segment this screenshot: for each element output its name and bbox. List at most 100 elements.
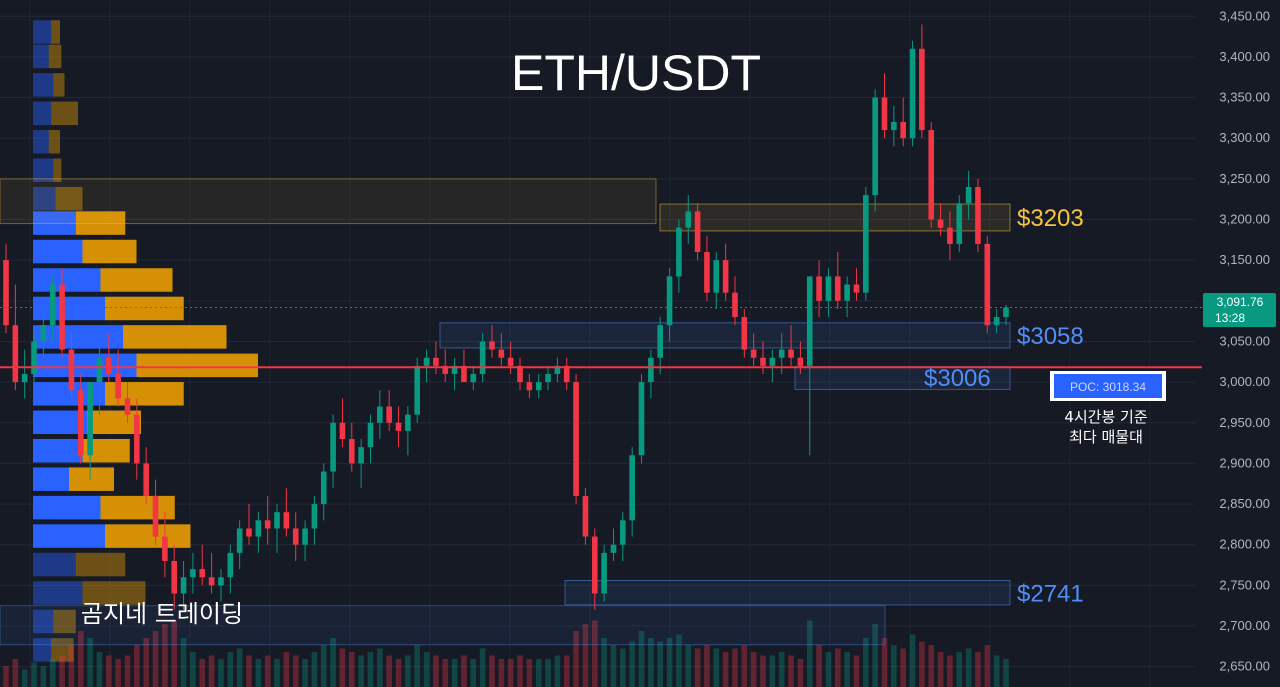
candle-body[interactable] bbox=[498, 349, 505, 358]
candle-body[interactable] bbox=[227, 552, 234, 578]
candle-body[interactable] bbox=[507, 357, 514, 366]
candle-body[interactable] bbox=[610, 544, 617, 553]
candle-body[interactable] bbox=[891, 121, 897, 131]
candle-body[interactable] bbox=[648, 357, 654, 383]
candle-body[interactable] bbox=[264, 520, 271, 529]
candle-body[interactable] bbox=[872, 97, 878, 196]
candle-body[interactable] bbox=[778, 349, 785, 358]
candle-body[interactable] bbox=[947, 227, 953, 244]
candle-body[interactable] bbox=[1003, 307, 1009, 318]
candle-body[interactable] bbox=[900, 121, 906, 139]
candle-body[interactable] bbox=[330, 422, 336, 472]
candle-body[interactable] bbox=[470, 373, 477, 383]
candle-body[interactable] bbox=[591, 536, 598, 594]
candle-body[interactable] bbox=[573, 382, 579, 496]
candle-body[interactable] bbox=[348, 439, 355, 464]
candle-body[interactable] bbox=[68, 349, 75, 391]
candle-body[interactable] bbox=[12, 325, 19, 383]
candle-body[interactable] bbox=[152, 495, 159, 537]
candle-body[interactable] bbox=[31, 341, 37, 374]
candle-body[interactable] bbox=[694, 211, 701, 253]
candle-body[interactable] bbox=[292, 528, 299, 545]
candle-body[interactable] bbox=[825, 276, 832, 301]
candle-body[interactable] bbox=[377, 406, 383, 423]
candle-body[interactable] bbox=[124, 398, 131, 415]
candle-body[interactable] bbox=[629, 455, 635, 521]
candle-body[interactable] bbox=[620, 520, 626, 545]
candle-body[interactable] bbox=[339, 422, 346, 440]
candle-body[interactable] bbox=[21, 373, 28, 383]
candle-body[interactable] bbox=[909, 48, 916, 139]
candle-body[interactable] bbox=[442, 365, 449, 374]
candle-body[interactable] bbox=[302, 528, 308, 545]
candle-body[interactable] bbox=[190, 569, 196, 578]
candle-body[interactable] bbox=[993, 317, 1000, 326]
candle-body[interactable] bbox=[535, 382, 542, 391]
candle-body[interactable] bbox=[405, 414, 411, 431]
candle-body[interactable] bbox=[545, 373, 551, 383]
candle-body[interactable] bbox=[984, 243, 991, 326]
candle-body[interactable] bbox=[881, 97, 888, 131]
candle-body[interactable] bbox=[937, 219, 944, 228]
candle-body[interactable] bbox=[919, 48, 925, 131]
candle-body[interactable] bbox=[526, 382, 533, 391]
candle-body[interactable] bbox=[816, 276, 822, 301]
candle-body[interactable] bbox=[199, 569, 206, 578]
candle-body[interactable] bbox=[760, 357, 766, 366]
candle-body[interactable] bbox=[769, 357, 776, 366]
candle-body[interactable] bbox=[134, 414, 140, 464]
candle-body[interactable] bbox=[965, 186, 972, 204]
candles[interactable] bbox=[3, 24, 1009, 610]
candle-body[interactable] bbox=[750, 349, 757, 358]
candle-body[interactable] bbox=[96, 357, 103, 383]
candle-body[interactable] bbox=[358, 447, 364, 464]
candle-body[interactable] bbox=[554, 365, 561, 374]
candle-body[interactable] bbox=[704, 252, 710, 293]
candle-body[interactable] bbox=[395, 422, 402, 431]
candle-body[interactable] bbox=[320, 471, 327, 505]
candle-body[interactable] bbox=[806, 276, 813, 366]
candle-body[interactable] bbox=[451, 365, 458, 374]
candle-body[interactable] bbox=[162, 536, 168, 561]
candle-body[interactable] bbox=[115, 373, 121, 399]
candle-body[interactable] bbox=[863, 195, 869, 293]
candle-body[interactable] bbox=[638, 382, 645, 456]
candle-body[interactable] bbox=[685, 211, 692, 228]
candle-body[interactable] bbox=[956, 203, 963, 244]
candle-body[interactable] bbox=[666, 276, 673, 326]
candle-body[interactable] bbox=[367, 422, 374, 448]
candle-body[interactable] bbox=[171, 560, 178, 594]
candle-body[interactable] bbox=[87, 382, 93, 456]
candle-body[interactable] bbox=[797, 357, 804, 366]
candle-body[interactable] bbox=[461, 365, 467, 383]
candle-body[interactable] bbox=[180, 577, 187, 594]
candle-body[interactable] bbox=[433, 357, 439, 366]
candle-body[interactable] bbox=[834, 276, 841, 301]
candle-body[interactable] bbox=[853, 284, 860, 293]
candle-body[interactable] bbox=[582, 495, 589, 537]
candle-body[interactable] bbox=[713, 260, 720, 293]
candle-body[interactable] bbox=[788, 349, 794, 358]
candle-body[interactable] bbox=[676, 227, 682, 277]
candle-body[interactable] bbox=[218, 577, 224, 586]
candle-body[interactable] bbox=[479, 341, 486, 374]
candle-body[interactable] bbox=[106, 357, 112, 374]
candle-body[interactable] bbox=[143, 463, 149, 496]
candle-body[interactable] bbox=[386, 406, 392, 423]
candle-body[interactable] bbox=[283, 512, 290, 529]
candle-body[interactable] bbox=[236, 528, 243, 553]
candle-body[interactable] bbox=[563, 365, 570, 383]
candle-body[interactable] bbox=[274, 512, 280, 529]
candle-body[interactable] bbox=[3, 260, 9, 326]
candle-body[interactable] bbox=[49, 284, 56, 326]
candle-body[interactable] bbox=[601, 552, 607, 594]
candle-body[interactable] bbox=[59, 284, 65, 350]
candle-body[interactable] bbox=[77, 390, 84, 456]
candle-body[interactable] bbox=[489, 341, 495, 350]
candle-body[interactable] bbox=[732, 292, 738, 318]
candle-body[interactable] bbox=[208, 577, 215, 586]
candle-body[interactable] bbox=[657, 325, 664, 358]
candle-body[interactable] bbox=[741, 317, 748, 350]
candle-body[interactable] bbox=[517, 365, 523, 383]
candle-body[interactable] bbox=[928, 130, 935, 220]
